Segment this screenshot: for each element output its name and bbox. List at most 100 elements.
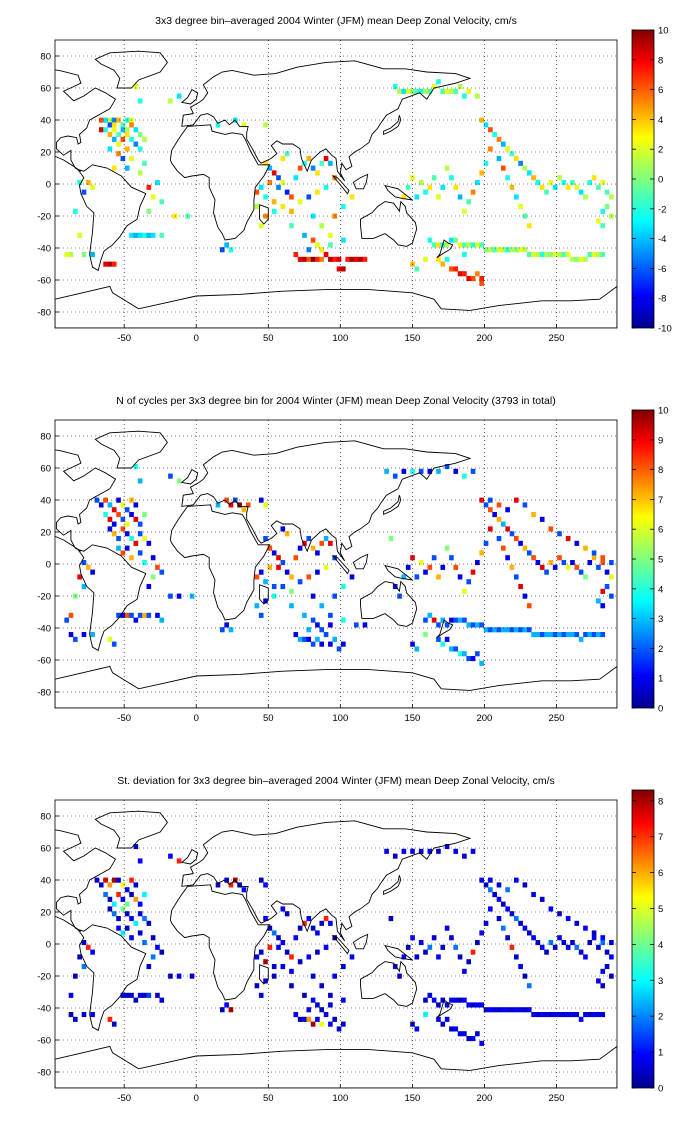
data-cell xyxy=(267,545,273,551)
data-cell xyxy=(103,261,108,267)
y-tick-label: -40 xyxy=(37,1004,51,1015)
data-cell xyxy=(574,564,580,570)
data-cell xyxy=(341,204,346,210)
data-cell xyxy=(600,223,606,229)
data-cell xyxy=(124,925,130,931)
data-cell xyxy=(436,954,441,960)
data-cell xyxy=(466,276,472,282)
data-cell xyxy=(444,1016,450,1022)
data-cell xyxy=(574,540,580,546)
data-cell xyxy=(133,502,139,508)
data-cell xyxy=(137,146,143,152)
coastline xyxy=(259,584,269,605)
data-cell xyxy=(254,983,260,989)
data-cell xyxy=(539,1012,545,1018)
data-cell xyxy=(462,968,467,974)
data-cell xyxy=(466,88,472,94)
data-cell xyxy=(332,213,338,219)
coastline xyxy=(436,999,454,1018)
data-cell xyxy=(142,612,147,618)
data-cell xyxy=(258,612,264,618)
data-cell xyxy=(289,983,294,989)
data-cell xyxy=(137,858,143,864)
data-cell xyxy=(475,180,480,186)
data-cell xyxy=(155,944,160,950)
data-cell xyxy=(293,1012,299,1018)
data-cell xyxy=(332,636,338,642)
data-cell xyxy=(505,526,510,532)
data-cell xyxy=(77,954,82,960)
data-cell xyxy=(591,632,597,638)
data-cell xyxy=(574,944,580,950)
data-cell xyxy=(397,88,402,94)
colorbar-tick-label: 6 xyxy=(658,525,663,536)
data-cell xyxy=(479,276,484,282)
data-cell xyxy=(341,997,346,1003)
data-cell xyxy=(600,983,606,989)
data-cell xyxy=(449,617,454,623)
data-cell xyxy=(483,122,489,128)
data-cell xyxy=(462,651,467,657)
data-cell xyxy=(354,256,359,262)
data-cell xyxy=(501,627,506,633)
data-cell xyxy=(129,916,134,922)
coastline xyxy=(181,820,472,942)
coastline xyxy=(360,960,418,1007)
data-cell xyxy=(470,949,476,955)
data-cell xyxy=(431,84,437,90)
data-cell xyxy=(111,877,117,883)
data-cell xyxy=(401,194,407,200)
data-cell xyxy=(133,464,139,470)
y-tick-label: 20 xyxy=(40,148,51,159)
data-cell xyxy=(111,165,117,171)
data-cell xyxy=(509,944,515,950)
data-cell xyxy=(271,208,277,214)
data-cell xyxy=(539,632,545,638)
data-cell xyxy=(483,540,489,546)
data-cell xyxy=(289,574,294,580)
data-cell xyxy=(600,603,606,609)
data-cell xyxy=(466,242,472,248)
coastline xyxy=(55,69,117,172)
data-cell xyxy=(427,468,433,474)
data-cell xyxy=(526,1007,532,1013)
data-cell xyxy=(453,88,459,94)
data-cell xyxy=(578,949,584,955)
data-cell xyxy=(405,944,411,950)
data-cell xyxy=(150,194,156,200)
data-cell xyxy=(323,1012,329,1018)
plot-border xyxy=(54,419,618,709)
data-cell xyxy=(444,844,450,850)
data-cell xyxy=(462,271,467,277)
data-cell xyxy=(578,189,584,195)
data-cell xyxy=(215,122,221,128)
data-cell xyxy=(431,242,437,248)
data-cell xyxy=(427,944,433,950)
coastline xyxy=(181,60,472,182)
data-cell xyxy=(120,502,126,508)
data-cell xyxy=(457,617,463,623)
data-cell xyxy=(470,656,476,662)
data-cell xyxy=(596,598,601,604)
data-cell xyxy=(531,512,536,518)
coastline xyxy=(331,554,350,575)
data-cell xyxy=(410,468,415,474)
data-cell xyxy=(475,622,480,628)
data-cell xyxy=(111,901,117,907)
data-cell xyxy=(522,502,528,508)
data-cell xyxy=(418,180,424,186)
data-cell xyxy=(509,531,515,537)
data-cell xyxy=(137,612,143,618)
data-cell xyxy=(496,896,502,902)
data-cell xyxy=(328,1021,333,1027)
data-cell xyxy=(319,540,325,546)
data-cell xyxy=(513,954,519,960)
data-cell xyxy=(444,1002,450,1008)
data-cell xyxy=(280,964,286,970)
data-cell xyxy=(116,916,121,922)
data-cell xyxy=(604,189,610,195)
data-cell xyxy=(518,247,523,253)
data-cell xyxy=(146,920,152,926)
data-cell xyxy=(220,1007,225,1013)
